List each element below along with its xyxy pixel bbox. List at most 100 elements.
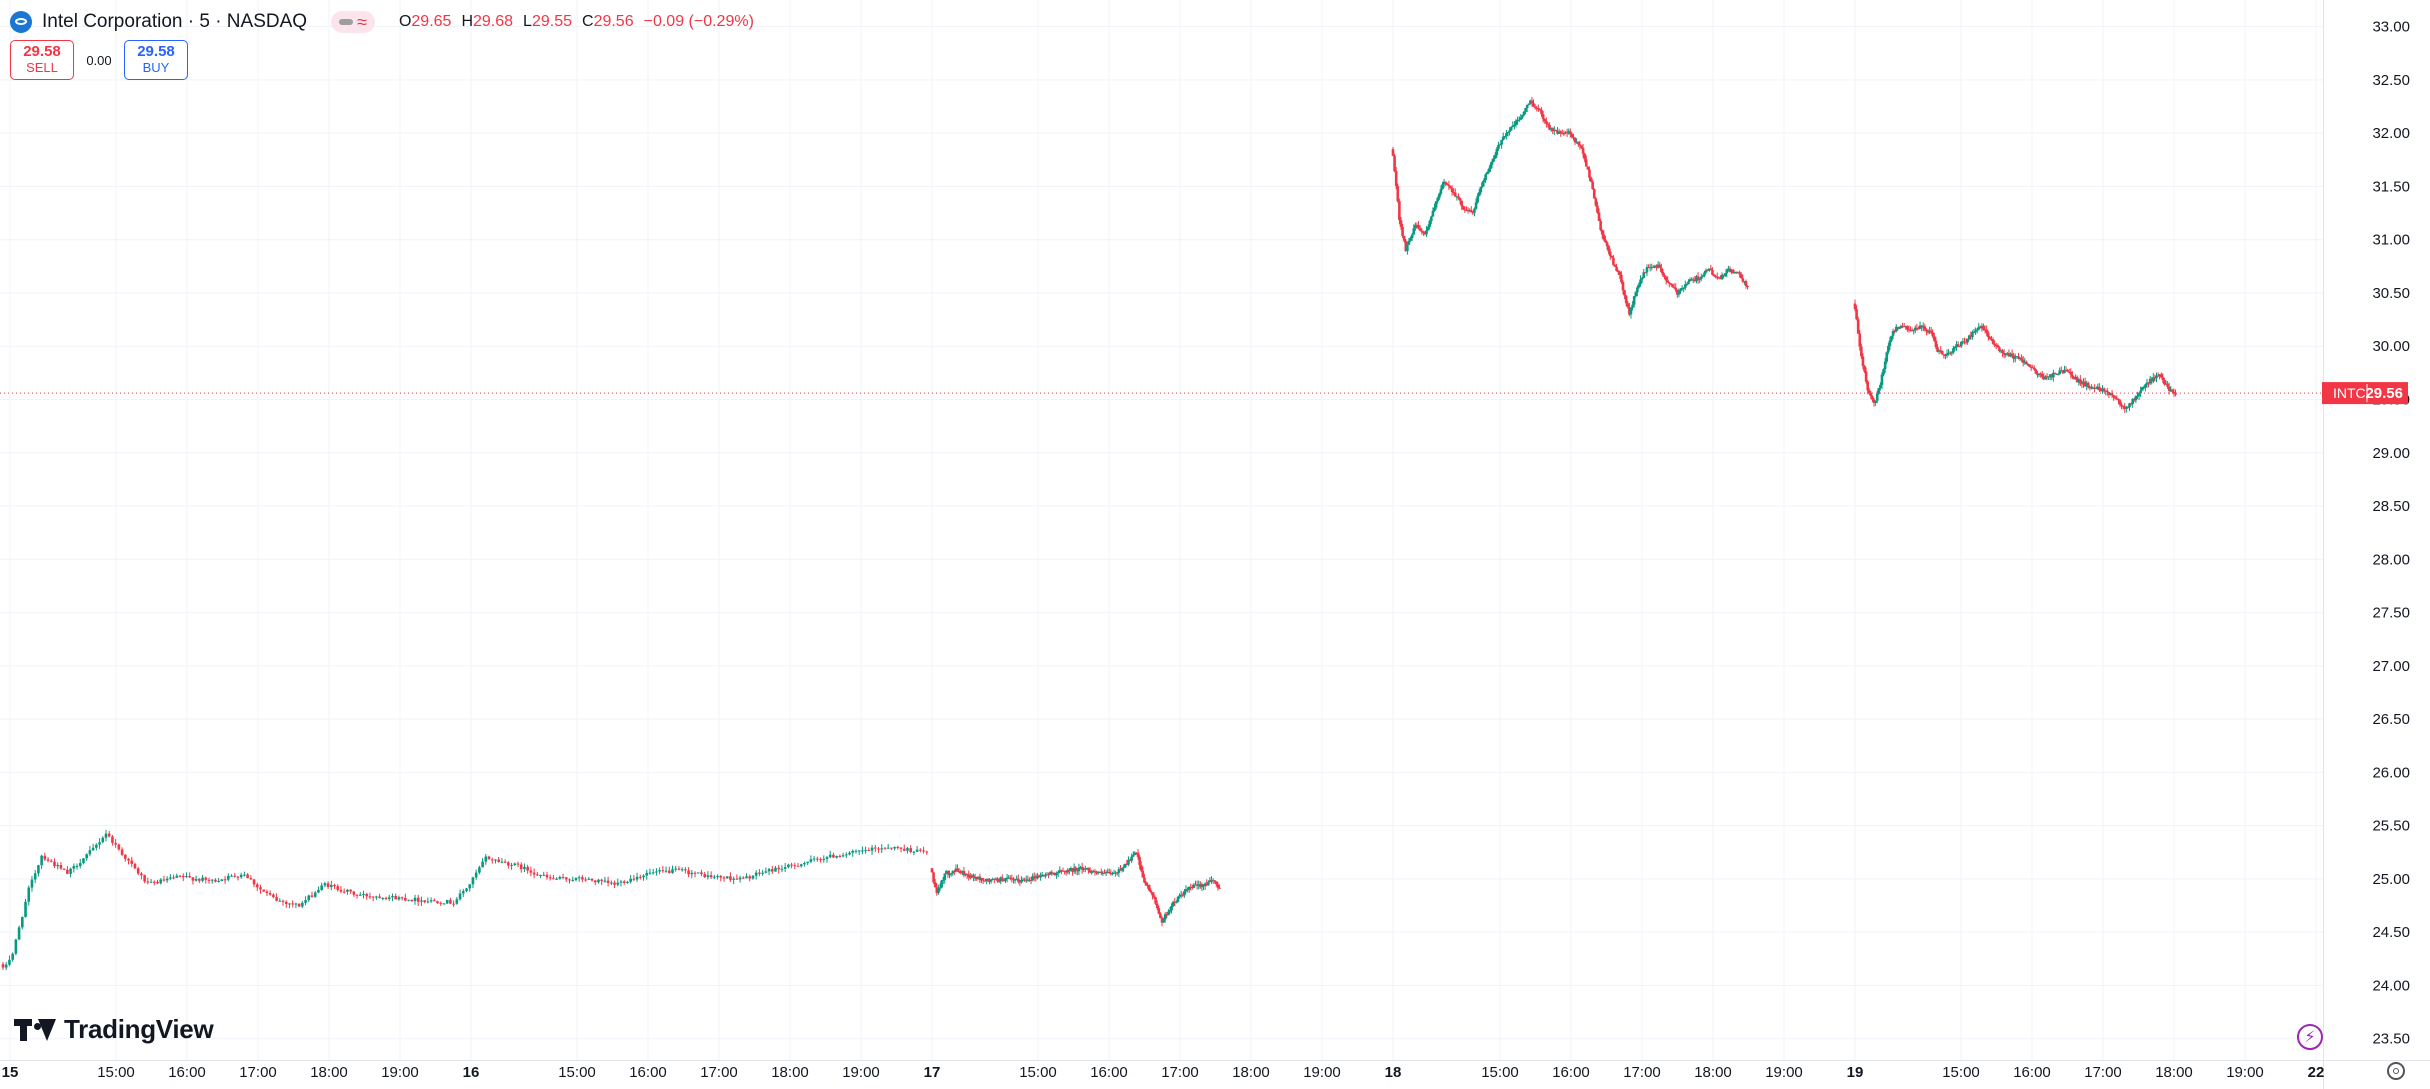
candle — [1147, 884, 1151, 892]
candle — [764, 867, 768, 874]
candle — [156, 879, 159, 885]
candle — [988, 877, 991, 885]
candle — [1996, 343, 2000, 348]
candle — [1402, 235, 1406, 243]
candle — [198, 878, 201, 884]
candle — [1026, 875, 1030, 882]
candle — [1508, 127, 1511, 136]
candle — [252, 879, 256, 888]
candle — [1446, 182, 1449, 186]
candle — [915, 845, 919, 852]
candle — [864, 846, 867, 854]
candle — [991, 877, 994, 881]
candle — [230, 874, 233, 877]
candle — [1053, 872, 1057, 877]
candle — [1663, 273, 1666, 280]
candle — [1894, 324, 1898, 333]
candle — [1055, 871, 1058, 879]
candle — [2137, 392, 2141, 400]
candle — [172, 874, 175, 880]
candle — [413, 894, 417, 905]
candle — [2001, 348, 2004, 358]
candle — [1893, 329, 1896, 334]
candle — [1993, 340, 1996, 348]
candle — [143, 874, 146, 884]
candle — [1430, 215, 1433, 225]
candle — [410, 899, 414, 902]
candle — [1485, 171, 1489, 175]
candle — [1143, 873, 1146, 884]
candle — [304, 896, 307, 906]
candle — [204, 876, 208, 884]
candle — [953, 869, 956, 875]
time-tick-label: 15:00 — [97, 1064, 135, 1081]
candle — [1676, 289, 1679, 298]
market-status-pill[interactable]: ≈ — [331, 11, 375, 33]
candle — [1000, 874, 1004, 882]
time-tick-label: 17:00 — [2084, 1064, 2122, 1081]
candle — [996, 877, 999, 883]
price-tick-label: 25.00 — [2372, 871, 2410, 888]
candle — [1211, 878, 1215, 884]
time-tick-label: 19:00 — [842, 1064, 880, 1081]
candle — [436, 900, 439, 904]
candle — [21, 916, 24, 930]
candle — [1068, 867, 1071, 875]
tradingview-brand[interactable]: TradingView — [14, 1014, 214, 1045]
candle — [233, 873, 237, 878]
candle — [1505, 129, 1508, 140]
price-tick-label: 23.50 — [2372, 1031, 2410, 1048]
candle — [1907, 325, 1911, 333]
candle — [1612, 255, 1615, 266]
candle — [639, 874, 642, 880]
candle — [165, 876, 169, 883]
candle — [1151, 892, 1154, 900]
candle — [938, 883, 942, 892]
lightning-icon[interactable]: ⚡ — [2297, 1024, 2323, 1050]
candle — [30, 875, 34, 892]
candle — [2159, 372, 2163, 378]
sell-button[interactable]: 29.58 SELL — [10, 40, 74, 80]
candle — [1034, 873, 1038, 882]
candle — [1866, 380, 1869, 395]
candle — [133, 862, 137, 869]
candle — [1052, 872, 1055, 875]
candle — [478, 865, 481, 875]
candle — [1037, 874, 1041, 878]
candle — [2091, 386, 2095, 390]
symbol-title[interactable]: Intel Corporation · 5 · NASDAQ — [42, 11, 308, 32]
candle — [1882, 368, 1885, 377]
candle — [1696, 272, 1700, 284]
candle — [965, 873, 969, 879]
candle — [684, 867, 687, 874]
candle — [610, 880, 613, 886]
candle — [1991, 337, 1995, 345]
candle — [1963, 337, 1966, 345]
candle — [1668, 281, 1671, 288]
candle — [1461, 205, 1465, 210]
candle — [1194, 880, 1197, 886]
candle — [1104, 870, 1108, 876]
candle — [1503, 135, 1507, 139]
candle — [1685, 282, 1689, 286]
candle — [1972, 328, 1976, 333]
candle — [1589, 176, 1593, 183]
candle — [1596, 201, 1599, 214]
candle — [1208, 877, 1212, 883]
candle — [2142, 385, 2146, 390]
candle — [1407, 237, 1411, 245]
candle — [62, 868, 66, 871]
candle — [1736, 271, 1740, 274]
candle — [313, 890, 317, 898]
candle — [758, 869, 761, 877]
candle — [1640, 276, 1644, 284]
candle — [2139, 386, 2142, 397]
gear-icon[interactable] — [2387, 1062, 2405, 1080]
candle — [236, 875, 240, 881]
candle — [1917, 326, 1920, 330]
candle — [1428, 219, 1432, 230]
buy-button[interactable]: 29.58 BUY — [124, 40, 188, 80]
candle — [2029, 364, 2033, 371]
candle — [532, 868, 536, 879]
